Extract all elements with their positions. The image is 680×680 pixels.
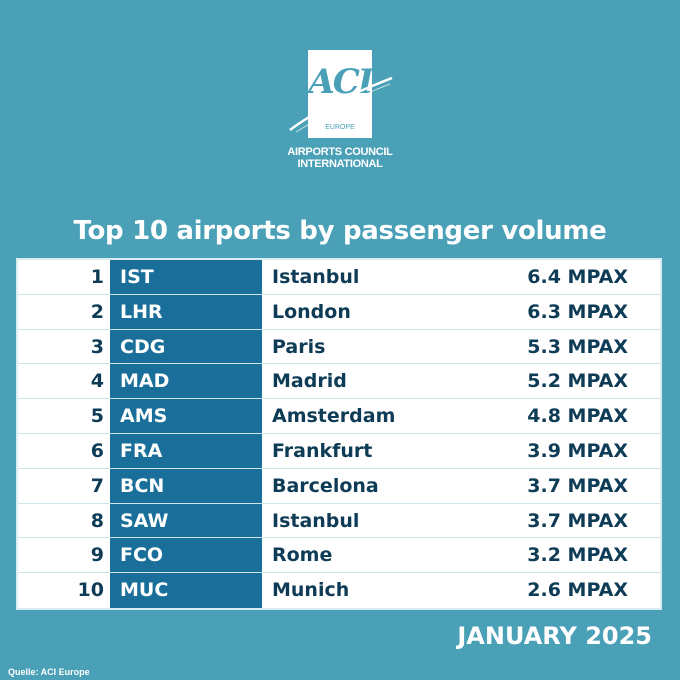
aci-logo-text: AIRPORTS COUNCIL INTERNATIONAL <box>280 146 400 170</box>
airport-code-cell: MUC <box>110 573 262 608</box>
airport-code-cell: SAW <box>110 503 262 538</box>
rank-cell: 4 <box>18 364 110 399</box>
city-cell: Frankfurt <box>262 433 482 468</box>
city-cell: Istanbul <box>262 503 482 538</box>
ranking-table: 1 IST Istanbul 6.4 MPAX 2 LHR London 6.3… <box>16 258 662 610</box>
airport-code-cell: AMS <box>110 399 262 433</box>
passenger-volume-cell: 5.2 MPAX <box>482 364 660 399</box>
table-row: 1 IST Istanbul 6.4 MPAX <box>18 260 660 295</box>
airport-code-cell: FRA <box>110 433 262 468</box>
city-cell: Amsterdam <box>262 399 482 433</box>
table-row: 9 FCO Rome 3.2 MPAX <box>18 538 660 574</box>
passenger-volume-cell: 5.3 MPAX <box>482 329 660 364</box>
rank-cell: 7 <box>18 468 110 503</box>
rank-cell: 8 <box>18 503 110 538</box>
rank-cell: 6 <box>18 433 110 468</box>
aci-logo: ACI EUROPE AIRPORTS COUNCIL INTERNATIONA… <box>280 44 400 184</box>
rank-cell: 3 <box>18 329 110 364</box>
aci-logo-line1: AIRPORTS COUNCIL <box>287 146 393 158</box>
passenger-volume-cell: 3.9 MPAX <box>482 433 660 468</box>
city-cell: Madrid <box>262 364 482 399</box>
city-cell: London <box>262 294 482 329</box>
city-cell: Munich <box>262 573 482 608</box>
city-cell: Istanbul <box>262 260 482 294</box>
airport-code-cell: LHR <box>110 294 262 329</box>
city-cell: Rome <box>262 538 482 573</box>
passenger-volume-cell: 3.7 MPAX <box>482 503 660 538</box>
airport-code-cell: MAD <box>110 364 262 399</box>
table-row: 6 FRA Frankfurt 3.9 MPAX <box>18 433 660 469</box>
city-cell: Barcelona <box>262 468 482 503</box>
page-title: Top 10 airports by passenger volume <box>73 216 607 246</box>
airport-code-cell: IST <box>110 260 262 294</box>
table-row: 8 SAW Istanbul 3.7 MPAX <box>18 503 660 539</box>
aci-logo-box: ACI EUROPE <box>308 50 374 138</box>
airport-code-cell: CDG <box>110 329 262 364</box>
source-label: Quelle: ACI Europe <box>8 667 90 677</box>
rank-cell: 1 <box>18 260 110 294</box>
rank-cell: 9 <box>18 538 110 573</box>
aci-logo-line2: INTERNATIONAL <box>297 158 383 170</box>
rank-cell: 5 <box>18 399 110 433</box>
rank-cell: 10 <box>18 573 110 608</box>
passenger-volume-cell: 2.6 MPAX <box>482 573 660 608</box>
city-cell: Paris <box>262 329 482 364</box>
passenger-volume-cell: 3.2 MPAX <box>482 538 660 573</box>
table-row: 2 LHR London 6.3 MPAX <box>18 294 660 330</box>
airport-code-cell: FCO <box>110 538 262 573</box>
table-row: 10 MUC Munich 2.6 MPAX <box>18 573 660 608</box>
table-row: 7 BCN Barcelona 3.7 MPAX <box>18 468 660 504</box>
table-row: 5 AMS Amsterdam 4.8 MPAX <box>18 399 660 434</box>
date-label: JANUARY 2025 <box>457 622 652 650</box>
aci-logo-europe: EUROPE <box>325 124 355 131</box>
table-row: 4 MAD Madrid 5.2 MPAX <box>18 364 660 400</box>
rank-cell: 2 <box>18 294 110 329</box>
passenger-volume-cell: 6.3 MPAX <box>482 294 660 329</box>
passenger-volume-cell: 4.8 MPAX <box>482 399 660 433</box>
passenger-volume-cell: 3.7 MPAX <box>482 468 660 503</box>
passenger-volume-cell: 6.4 MPAX <box>482 260 660 294</box>
airport-code-cell: BCN <box>110 468 262 503</box>
swoosh-icon <box>289 76 393 133</box>
table-row: 3 CDG Paris 5.3 MPAX <box>18 329 660 365</box>
